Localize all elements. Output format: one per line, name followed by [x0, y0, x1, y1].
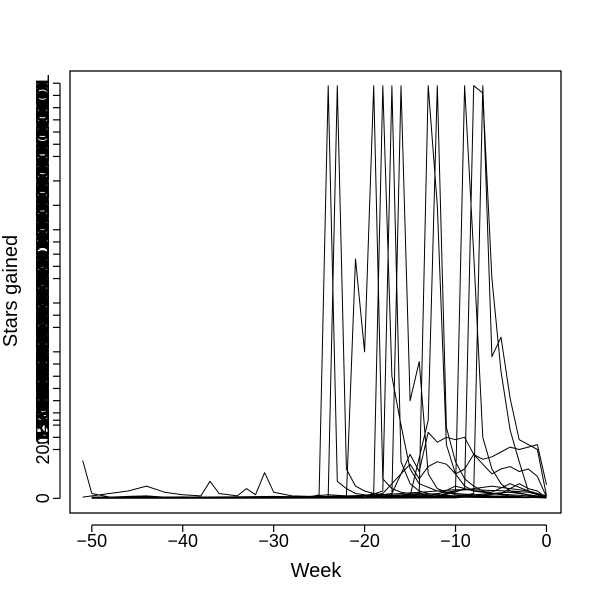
x-axis: −50 −40 −30 −20 −10 0 — [77, 524, 551, 551]
y-tick-label-overlap: 1000000000000000000 — [33, 89, 53, 443]
y-tick-label-overlap: 1500000000000000000 — [33, 93, 53, 447]
y-tick-label-overlap: 2000000000000000001 — [33, 73, 53, 427]
x-tick-label: −40 — [167, 531, 198, 551]
series-line-15 — [91, 453, 547, 499]
x-axis-label: Week — [291, 560, 343, 582]
y-tick-label: 200 — [33, 434, 53, 464]
series-line-13 — [91, 85, 547, 499]
y-tick-label: 0 — [33, 493, 53, 503]
x-tick-label: −10 — [440, 531, 471, 551]
y-axis: 0 200 200000000000000000120000000000000000… — [33, 73, 61, 503]
series-line-18 — [91, 483, 547, 499]
x-tick-label: −50 — [77, 531, 108, 551]
y-tick-label-overlap: 4000000000000001000 — [33, 81, 53, 435]
series-line-14 — [91, 431, 547, 499]
x-tick-label: −30 — [258, 531, 289, 551]
series-lines — [82, 85, 547, 499]
series-line-1 — [82, 460, 547, 499]
x-tick-label: −20 — [349, 531, 380, 551]
y-tick-label-overlap: 2000000000000000011 — [33, 77, 53, 431]
series-line-2 — [82, 472, 547, 498]
y-axis-label: Stars gained — [0, 235, 22, 347]
plot-frame — [69, 70, 562, 514]
y-tick-label-overlap: 5000000000100000000 — [33, 85, 53, 439]
x-tick-label: 0 — [541, 531, 551, 551]
